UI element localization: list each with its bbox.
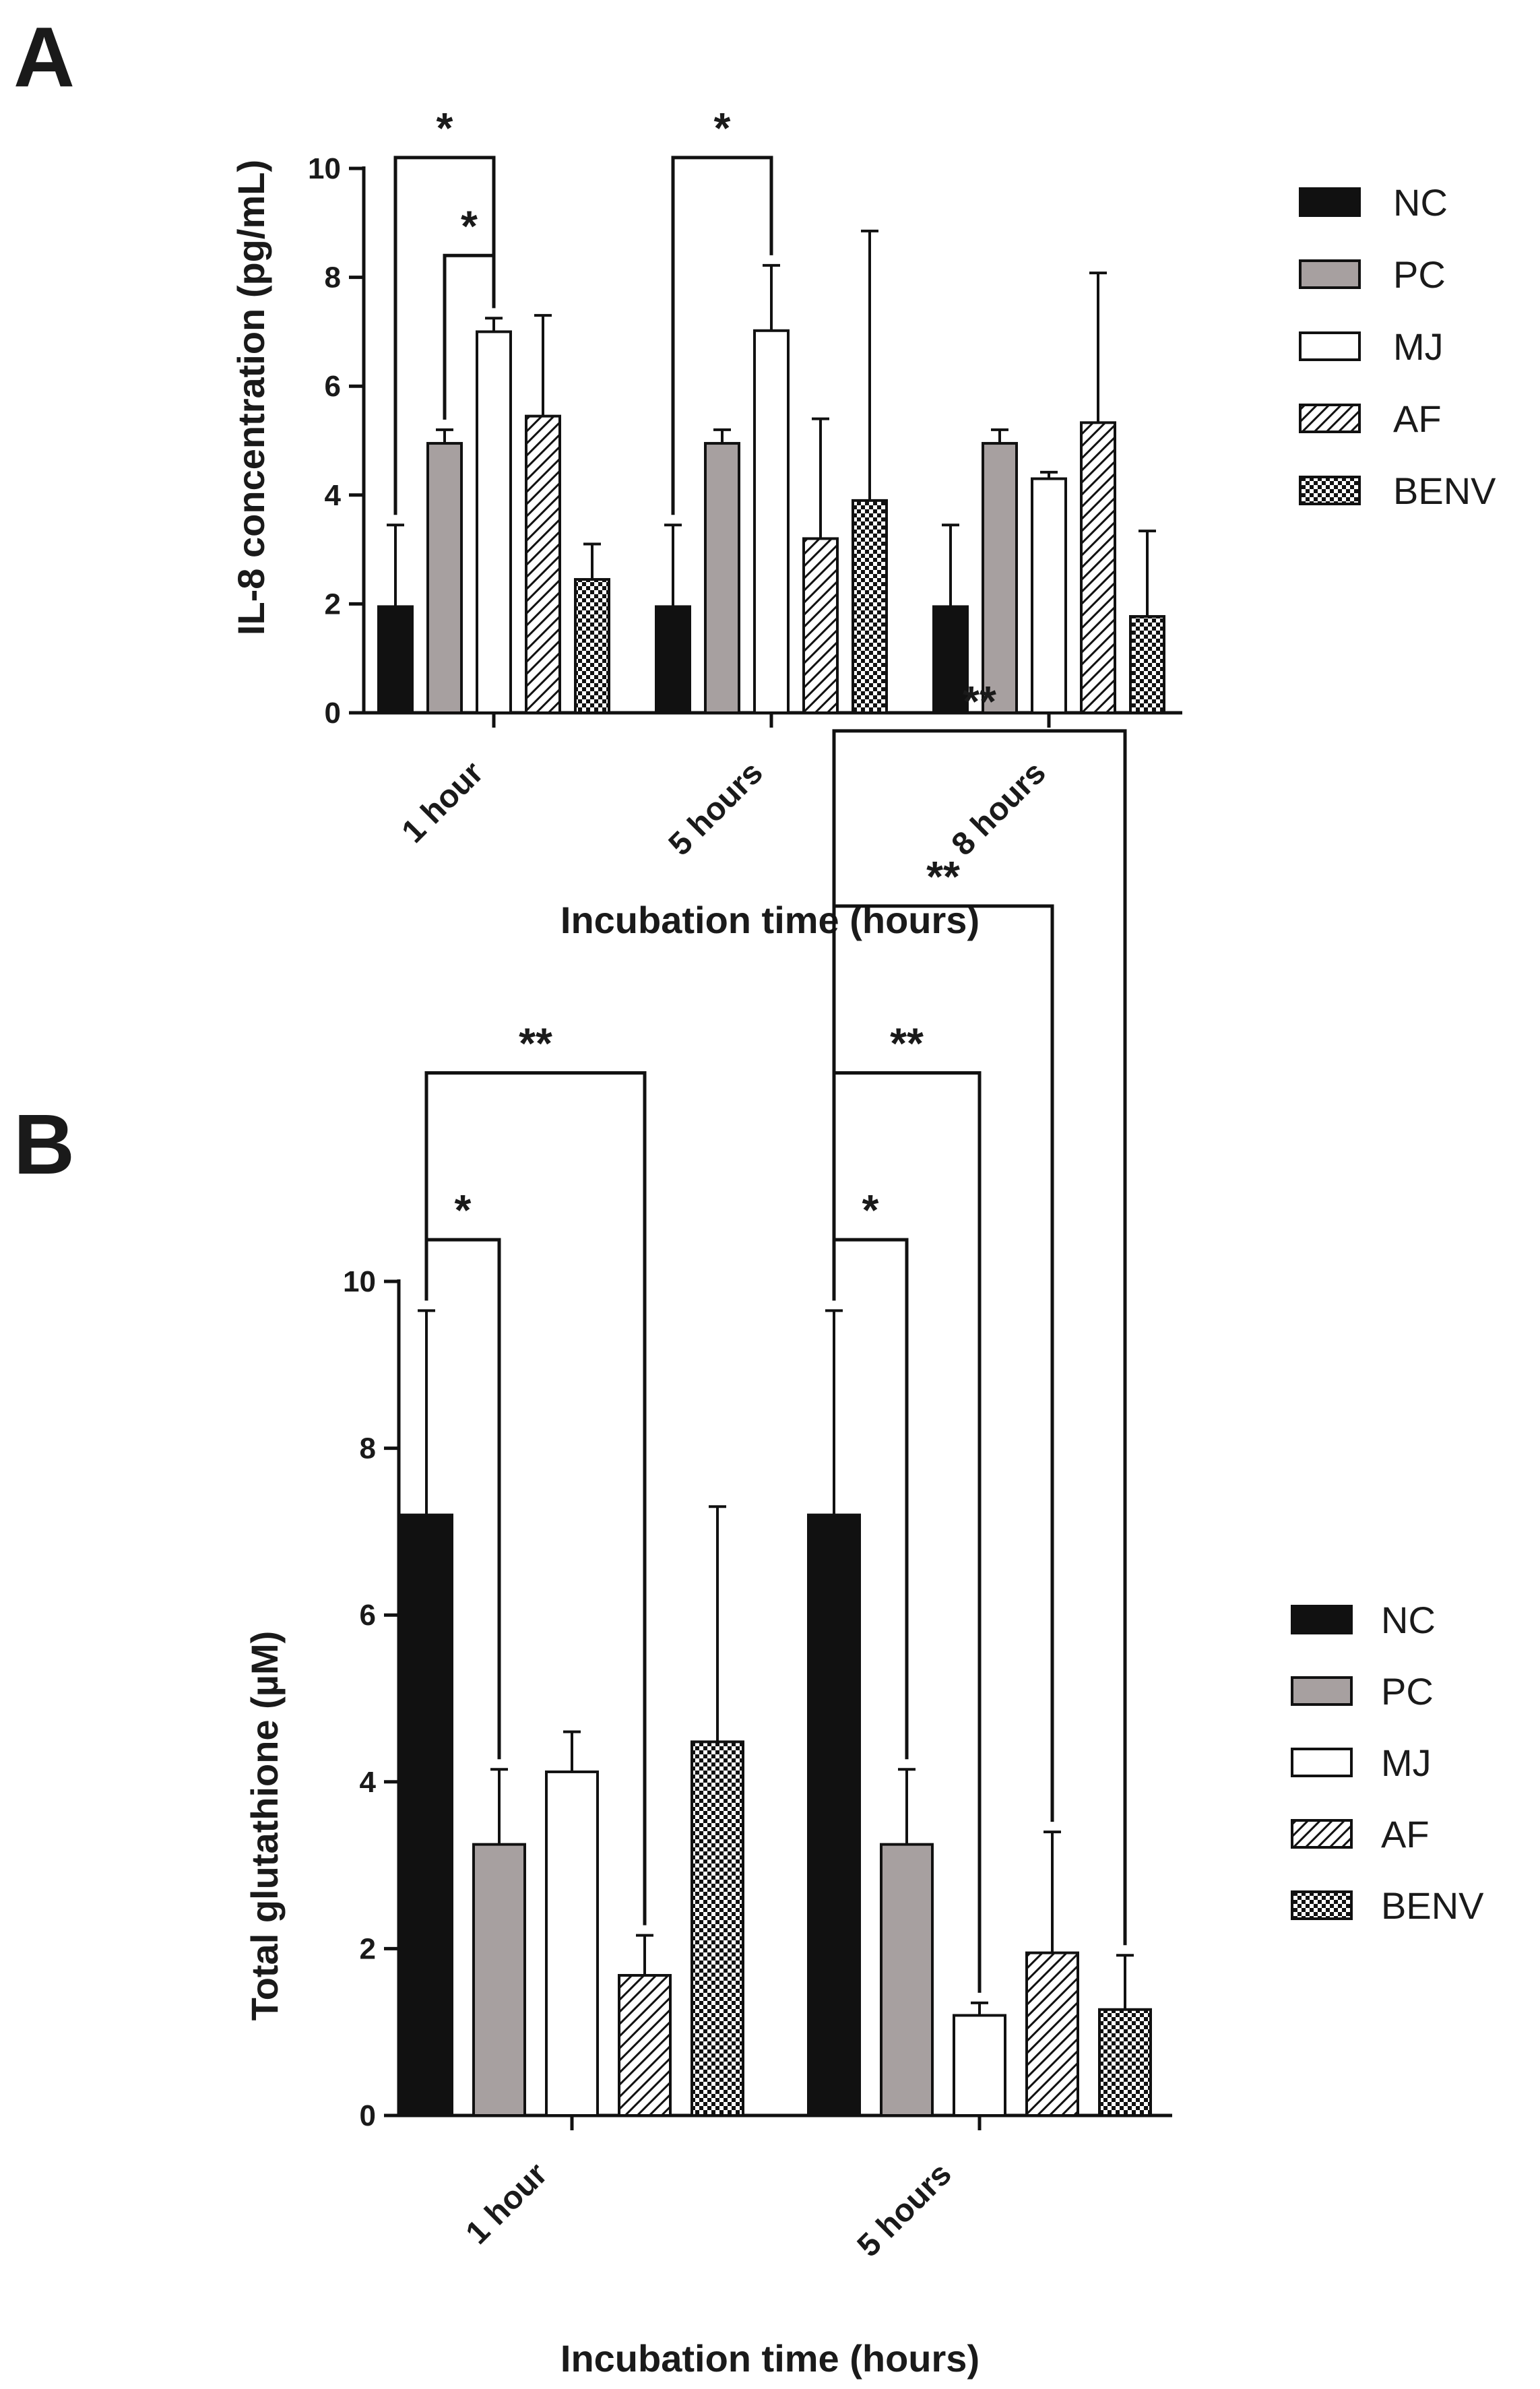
panel-a-significance-label: * (461, 201, 478, 250)
panel-b-legend-label-nc: NC (1381, 1599, 1436, 1641)
panel-a-legend-swatch-benv (1299, 476, 1361, 505)
panel-a-legend: NC PC MJ AF BENV (1299, 181, 1496, 512)
panel-a-significance-bracket (393, 156, 496, 515)
panel-b-y-tick-label: 6 (360, 1599, 376, 1632)
panel-a-bar-pc-5-hours (704, 442, 740, 714)
panel-b-x-axis-title: Incubation time (hours) (560, 2337, 980, 2380)
panel-b-significance-bracket (832, 729, 1127, 1946)
panel-b-y-tick-label: 8 (360, 1432, 376, 1465)
panel-a-y-tick-label: 2 (325, 587, 341, 620)
panel-b-bar-pc-5-hours (880, 1843, 934, 2117)
panel-a-bar-mj-1-hour (476, 330, 512, 714)
panel-b-legend-swatch-pc (1291, 1676, 1353, 1706)
panel-a-bar-af-5-hours (802, 537, 839, 714)
panel-a-y-tick-label: 6 (325, 370, 341, 403)
panel-b-bar-mj-5-hours (953, 2014, 1006, 2117)
panel-b-bar-benv-5-hours (1098, 2008, 1152, 2117)
panel-b-y-tick-label: 4 (360, 1766, 377, 1799)
panel-b-significance-label: ** (890, 1019, 924, 1068)
panel-a-category-label: 5 hours (662, 755, 770, 862)
panel-b-bar-pc-1-hour (472, 1843, 526, 2117)
panel-a-bar-mj-8-hours (1031, 477, 1067, 714)
panel-b-category-label: 5 hours (851, 2156, 959, 2264)
panel-b-y-axis-title: Total glutathione (µM) (243, 1631, 286, 2021)
panel-b-y-tick-label: 10 (343, 1265, 376, 1298)
panel-a-bar-pc-1-hour (426, 442, 463, 714)
panel-a-legend-swatch-pc (1299, 259, 1361, 289)
panel-b-bar-af-1-hour (618, 1974, 672, 2117)
panel-a-bar-mj-5-hours (753, 329, 790, 714)
panel-b-significance-label: ** (519, 1019, 552, 1068)
panel-a-legend-label-mj: MJ (1393, 325, 1444, 368)
panel-a-legend-swatch-af (1299, 404, 1361, 433)
panel-b-legend-label-pc: PC (1381, 1670, 1434, 1713)
panel-a-y-tick-label: 4 (325, 479, 342, 512)
panel-a-significance-bracket (443, 253, 496, 420)
panel-a-legend-label-pc: PC (1393, 253, 1446, 296)
panel-b-legend-swatch-nc (1291, 1605, 1353, 1634)
panel-a-y-tick-label: 0 (325, 697, 341, 730)
panel-a-bar-af-1-hour (525, 414, 561, 714)
panel-b-y-tick-label: 0 (360, 2099, 376, 2132)
panel-b-significance-bracket (424, 1071, 647, 1925)
panel-a-letter: A (13, 9, 75, 104)
panel-a-bar-benv-1-hour (574, 578, 610, 714)
panel-b-bar-mj-1-hour (545, 1770, 599, 2117)
panel-b-legend: NC PC MJ AF BENV (1291, 1599, 1484, 1927)
panel-b-significance-bracket (832, 904, 1054, 1822)
panel-a-category-label: 1 hour (395, 755, 490, 850)
panel-a-legend-label-nc: NC (1393, 181, 1448, 224)
panel-b-letter: B (13, 1097, 75, 1192)
panel-b-category-label: 1 hour (459, 2156, 554, 2251)
panel-a-y-tick-label: 10 (308, 152, 341, 185)
panel-a-significance-bracket (671, 156, 773, 515)
panel-b-legend-swatch-af (1291, 1819, 1353, 1849)
panel-a-legend-swatch-mj (1299, 331, 1361, 361)
panel-b-legend-swatch-mj (1291, 1748, 1353, 1777)
panel-a-legend-swatch-nc (1299, 187, 1361, 217)
panel-b-bar-benv-1-hour (691, 1740, 744, 2117)
panel-b-bar-nc-1-hour (399, 1513, 453, 2117)
panel-b-legend-label-benv: BENV (1381, 1884, 1484, 1927)
panel-b-bar-nc-5-hours (807, 1513, 861, 2117)
panel-b-legend-swatch-benv (1291, 1890, 1353, 1920)
panel-a: A IL-8 concentration (pg/mL) Incubation … (13, 9, 1496, 941)
panel-a-y-tick-label: 8 (325, 261, 341, 294)
panel-b-legend-label-mj: MJ (1381, 1742, 1432, 1784)
panel-a-y-axis-title: IL-8 concentration (pg/mL) (230, 160, 272, 635)
panel-a-bar-benv-8-hours (1129, 614, 1165, 715)
panel-b: B Total glutathione (µM) Incubation time… (13, 677, 1484, 2380)
panel-b-bar-af-5-hours (1025, 1951, 1079, 2117)
panel-a-legend-label-benv: BENV (1393, 470, 1496, 512)
panel-a-bar-nc-1-hour (377, 605, 414, 714)
panel-a-bar-benv-5-hours (852, 499, 888, 714)
panel-b-significance-label: ** (926, 852, 960, 901)
panel-a-bar-nc-8-hours (932, 605, 969, 714)
panel-a-legend-label-af: AF (1393, 397, 1442, 440)
panel-b-y-tick-label: 2 (360, 1932, 376, 1965)
panel-b-significance-label: * (862, 1186, 879, 1234)
panel-b-significance-label: * (455, 1186, 472, 1234)
panel-a-bar-nc-5-hours (655, 605, 691, 714)
panel-b-significance-label: ** (963, 677, 996, 726)
panel-a-bar-pc-8-hours (982, 442, 1018, 714)
panel-a-significance-label: * (714, 104, 731, 152)
panel-a-bar-af-8-hours (1080, 421, 1116, 714)
panel-a-category-label: 8 hours (945, 755, 1053, 862)
panel-b-legend-label-af: AF (1381, 1813, 1430, 1855)
panel-a-significance-label: * (437, 104, 453, 152)
